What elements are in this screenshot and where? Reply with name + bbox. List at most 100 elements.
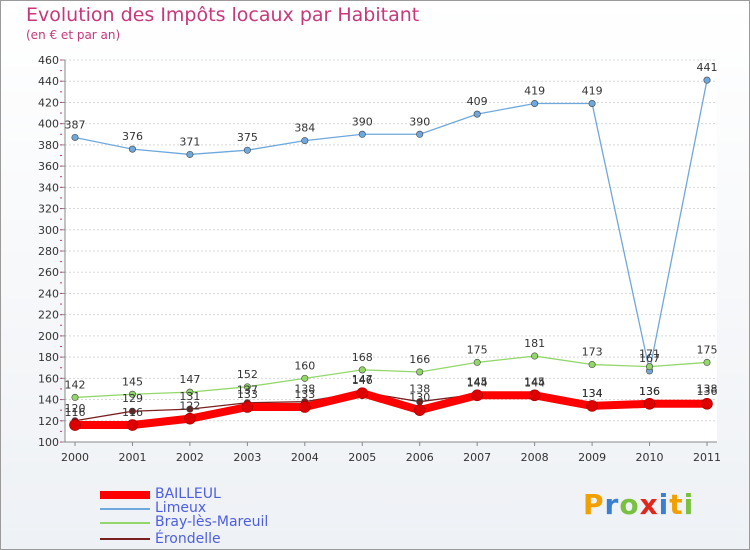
data-label: 419 bbox=[524, 85, 545, 98]
x-tick-label: 2010 bbox=[636, 451, 664, 464]
data-point bbox=[126, 419, 139, 431]
series-line bbox=[75, 389, 707, 430]
y-tick-label: 120 bbox=[38, 415, 59, 428]
data-label: 145 bbox=[467, 375, 488, 388]
data-point bbox=[703, 358, 711, 366]
data-point bbox=[588, 100, 596, 108]
data-label: 136 bbox=[639, 385, 660, 398]
data-label: 138 bbox=[294, 383, 315, 396]
data-label: 168 bbox=[352, 351, 373, 364]
data-label: 160 bbox=[294, 359, 315, 372]
y-tick-label: 100 bbox=[38, 436, 59, 449]
x-tick-label: 2009 bbox=[578, 451, 606, 464]
data-label: 419 bbox=[582, 85, 603, 98]
data-label: 145 bbox=[524, 375, 545, 388]
data-label: 166 bbox=[409, 353, 430, 366]
data-label: 133 bbox=[237, 388, 258, 401]
data-label: 146 bbox=[352, 374, 373, 387]
x-tick-label: 2011 bbox=[693, 451, 721, 464]
data-label: 116 bbox=[65, 406, 86, 419]
y-tick-label: 180 bbox=[38, 351, 59, 364]
data-point bbox=[471, 389, 483, 402]
data-label: 390 bbox=[409, 115, 430, 128]
logo-letter: P bbox=[583, 488, 605, 521]
data-label: 376 bbox=[122, 130, 143, 143]
data-point bbox=[356, 387, 369, 399]
x-tick-label: 2006 bbox=[406, 451, 434, 464]
data-label: 134 bbox=[582, 387, 603, 400]
data-point bbox=[473, 110, 481, 118]
data-point bbox=[528, 389, 541, 402]
y-tick-label: 240 bbox=[38, 287, 59, 300]
y-tick-label: 400 bbox=[38, 118, 59, 131]
data-label: 171 bbox=[639, 348, 660, 361]
data-point bbox=[184, 412, 196, 425]
data-label: 144 bbox=[524, 376, 545, 389]
data-label: 136 bbox=[697, 385, 718, 398]
x-tick-label: 2004 bbox=[291, 451, 319, 464]
legend-label-erondelle: Érondelle bbox=[155, 531, 221, 547]
data-point bbox=[416, 130, 424, 138]
data-label: 122 bbox=[179, 400, 200, 413]
data-label: 130 bbox=[409, 391, 430, 404]
data-point bbox=[241, 401, 254, 413]
data-label: 147 bbox=[352, 373, 373, 386]
y-tick-label: 140 bbox=[38, 394, 59, 407]
data-point bbox=[243, 146, 251, 154]
data-point bbox=[588, 361, 596, 369]
proxiti-logo: Proxiti bbox=[583, 488, 694, 521]
series-line bbox=[74, 355, 708, 399]
data-point bbox=[413, 404, 426, 416]
data-point bbox=[243, 383, 251, 391]
series-line bbox=[74, 80, 708, 372]
data-label: 384 bbox=[294, 122, 315, 135]
y-tick-label: 300 bbox=[38, 224, 59, 237]
chart-title: Evolution des Impôts locaux par Habitant bbox=[26, 4, 420, 26]
data-label: 175 bbox=[697, 343, 718, 356]
x-tick-label: 2003 bbox=[233, 451, 261, 464]
data-label: 142 bbox=[65, 378, 86, 391]
y-tick-label: 380 bbox=[38, 139, 59, 152]
x-tick-label: 2002 bbox=[176, 451, 204, 464]
data-point bbox=[186, 405, 194, 413]
x-tick-label: 2001 bbox=[118, 451, 146, 464]
data-label: 138 bbox=[697, 383, 718, 396]
x-tick-label: 2007 bbox=[463, 451, 491, 464]
data-label: 134 bbox=[582, 387, 603, 400]
x-tick-label: 2008 bbox=[521, 451, 549, 464]
y-tick-label: 280 bbox=[38, 245, 59, 258]
legend-label-bray: Bray-lès-Mareuil bbox=[155, 514, 269, 530]
data-point bbox=[586, 400, 598, 412]
x-tick-label: 2005 bbox=[348, 451, 376, 464]
y-tick-label: 340 bbox=[38, 181, 59, 194]
data-label: 173 bbox=[582, 346, 603, 359]
legend-swatch-limeux bbox=[100, 508, 150, 510]
data-label: 152 bbox=[237, 368, 258, 381]
data-label: 138 bbox=[409, 383, 430, 396]
logo-letter: t bbox=[669, 488, 684, 521]
data-point bbox=[301, 374, 309, 382]
data-label: 131 bbox=[179, 390, 200, 403]
data-label: 409 bbox=[467, 95, 488, 108]
data-label: 441 bbox=[697, 61, 718, 74]
data-label: 129 bbox=[122, 392, 143, 405]
data-point bbox=[186, 150, 194, 158]
data-label: 144 bbox=[467, 376, 488, 389]
logo-letter: x bbox=[639, 488, 659, 521]
data-point bbox=[701, 397, 713, 410]
y-tick-label: 260 bbox=[38, 266, 59, 279]
data-point bbox=[128, 390, 136, 398]
data-label: 116 bbox=[122, 406, 143, 419]
data-label: 145 bbox=[122, 375, 143, 388]
data-label: 181 bbox=[524, 337, 545, 350]
data-label: 175 bbox=[467, 343, 488, 356]
data-point bbox=[186, 388, 194, 396]
y-tick-label: 160 bbox=[38, 372, 59, 385]
data-label: 375 bbox=[237, 131, 258, 144]
logo-letter: i bbox=[683, 488, 695, 521]
data-point bbox=[646, 363, 654, 371]
data-point bbox=[358, 366, 366, 374]
data-point bbox=[473, 358, 481, 366]
legend-label-limeux: Limeux bbox=[155, 500, 207, 516]
